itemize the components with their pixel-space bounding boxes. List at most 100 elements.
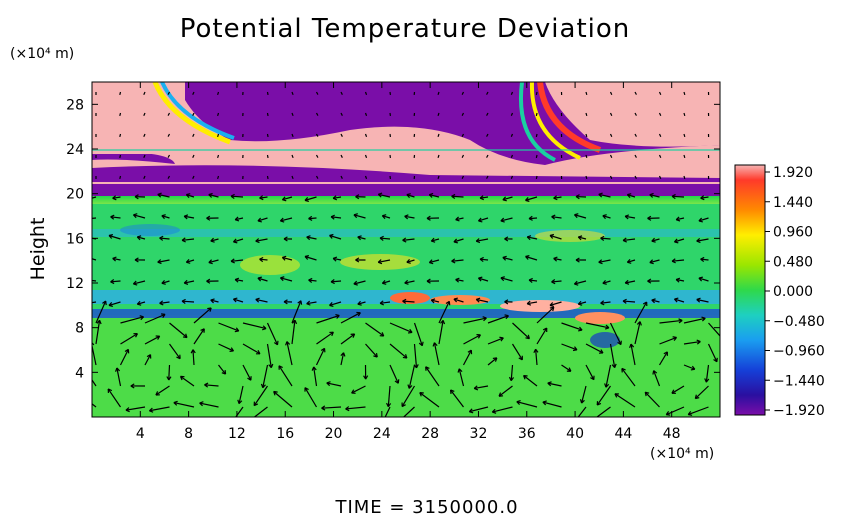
velocity-arrow-head bbox=[155, 391, 160, 396]
velocity-arrow-head bbox=[402, 237, 407, 243]
velocity-arrow bbox=[161, 280, 170, 284]
velocity-arrow-head bbox=[577, 235, 583, 241]
velocity-arrow bbox=[242, 364, 252, 381]
x-tick-label: 8 bbox=[184, 426, 193, 442]
velocity-arrow bbox=[329, 301, 342, 306]
velocity-arrow-head bbox=[345, 406, 350, 412]
velocity-arrow bbox=[204, 384, 219, 387]
velocity-arrow bbox=[487, 337, 504, 345]
chart-title: Potential Temperature Deviation bbox=[179, 14, 631, 44]
velocity-arrow bbox=[406, 194, 415, 198]
velocity-arrow-head bbox=[649, 192, 654, 198]
velocity-arrow-head bbox=[397, 420, 401, 424]
velocity-arrow-head bbox=[130, 383, 135, 389]
colorbar-tick-label: 0.000 bbox=[773, 284, 813, 300]
velocity-arrow-head bbox=[108, 302, 114, 307]
velocity-arrow bbox=[437, 91, 440, 96]
velocity-arrow bbox=[634, 154, 637, 158]
velocity-arrow-head bbox=[230, 421, 234, 425]
velocity-arrow bbox=[95, 320, 101, 345]
velocity-arrow-head bbox=[86, 301, 90, 305]
velocity-arrow bbox=[266, 322, 279, 346]
velocity-arrow bbox=[218, 364, 227, 375]
velocity-arrow-head bbox=[402, 354, 408, 359]
velocity-arrow-head bbox=[542, 327, 548, 333]
velocity-arrow-head bbox=[330, 279, 335, 285]
velocity-arrow-head bbox=[572, 346, 578, 352]
velocity-arrow bbox=[549, 234, 562, 240]
velocity-arrow-head bbox=[525, 197, 530, 202]
velocity-arrow bbox=[378, 193, 391, 198]
velocity-arrow bbox=[561, 364, 572, 372]
velocity-arrow-head bbox=[181, 237, 186, 243]
velocity-arrow bbox=[384, 406, 391, 417]
velocity-arrow bbox=[259, 258, 268, 261]
velocity-arrow-head bbox=[575, 194, 580, 200]
velocity-arrow bbox=[316, 331, 334, 345]
velocity-arrow bbox=[333, 196, 342, 199]
velocity-arrow-head bbox=[678, 318, 683, 324]
velocity-arrow-head bbox=[321, 405, 326, 411]
velocity-arrow bbox=[561, 322, 583, 331]
velocity-arrow-head bbox=[502, 255, 507, 261]
velocity-arrow-head bbox=[449, 389, 455, 395]
velocity-arrow bbox=[512, 322, 530, 340]
velocity-arrow bbox=[143, 175, 146, 179]
velocity-arrow-head bbox=[160, 313, 166, 318]
velocity-arrow bbox=[585, 343, 604, 354]
velocity-arrow bbox=[169, 322, 188, 338]
velocity-arrow-head bbox=[406, 193, 411, 199]
velocity-arrow-head bbox=[455, 277, 460, 283]
velocity-arrow bbox=[523, 375, 538, 387]
velocity-arrow-head bbox=[477, 217, 483, 223]
time-readout: TIME = 3150000.0 bbox=[335, 497, 519, 518]
velocity-arrow-head bbox=[281, 255, 287, 261]
velocity-arrow bbox=[364, 175, 368, 180]
velocity-arrow-head bbox=[701, 316, 706, 322]
velocity-arrow bbox=[413, 322, 423, 346]
velocity-arrow-head bbox=[255, 238, 260, 244]
velocity-arrow-head bbox=[533, 348, 539, 354]
velocity-arrow bbox=[596, 406, 611, 417]
velocity-arrow-head bbox=[159, 235, 164, 241]
velocity-arrow bbox=[536, 327, 548, 345]
velocity-arrow-head bbox=[525, 334, 530, 340]
velocity-arrow-head bbox=[477, 276, 483, 282]
colorbar-tick-label: −1.440 bbox=[773, 373, 825, 389]
velocity-arrow bbox=[707, 343, 718, 363]
velocity-arrow bbox=[498, 385, 513, 397]
velocity-arrow-head bbox=[306, 300, 311, 306]
velocity-arrow-head bbox=[377, 259, 383, 265]
velocity-arrow-head bbox=[182, 333, 188, 339]
x-tick-label: 20 bbox=[325, 426, 343, 442]
velocity-arrow bbox=[308, 217, 317, 220]
velocity-arrow bbox=[535, 112, 538, 117]
y-tick-label: 28 bbox=[66, 97, 84, 113]
velocity-arrow bbox=[315, 91, 319, 95]
velocity-arrow bbox=[596, 385, 611, 406]
velocity-arrow bbox=[602, 280, 611, 284]
velocity-arrow-head bbox=[504, 299, 509, 305]
velocity-arrow-head bbox=[259, 256, 264, 263]
velocity-arrow bbox=[528, 279, 538, 282]
velocity-arrow bbox=[291, 175, 294, 180]
velocity-arrow-head bbox=[283, 299, 288, 305]
velocity-arrow-head bbox=[665, 411, 671, 416]
velocity-arrow bbox=[144, 313, 166, 324]
velocity-arrow-head bbox=[329, 233, 334, 239]
y-tick-label: 24 bbox=[66, 142, 84, 158]
velocity-arrow bbox=[143, 154, 146, 158]
velocity-arrow bbox=[614, 393, 636, 408]
velocity-arrow bbox=[107, 388, 121, 408]
velocity-arrow bbox=[291, 300, 302, 324]
velocity-arrow bbox=[609, 154, 613, 158]
velocity-arrow bbox=[461, 154, 465, 158]
velocity-arrow bbox=[671, 385, 685, 394]
velocity-arrow-head bbox=[157, 259, 162, 265]
velocity-arrow bbox=[161, 215, 170, 219]
velocity-arrow bbox=[535, 91, 538, 96]
velocity-arrow bbox=[674, 298, 685, 303]
velocity-arrow bbox=[425, 366, 440, 387]
velocity-arrow-head bbox=[230, 258, 235, 264]
velocity-arrow-head bbox=[221, 370, 227, 375]
